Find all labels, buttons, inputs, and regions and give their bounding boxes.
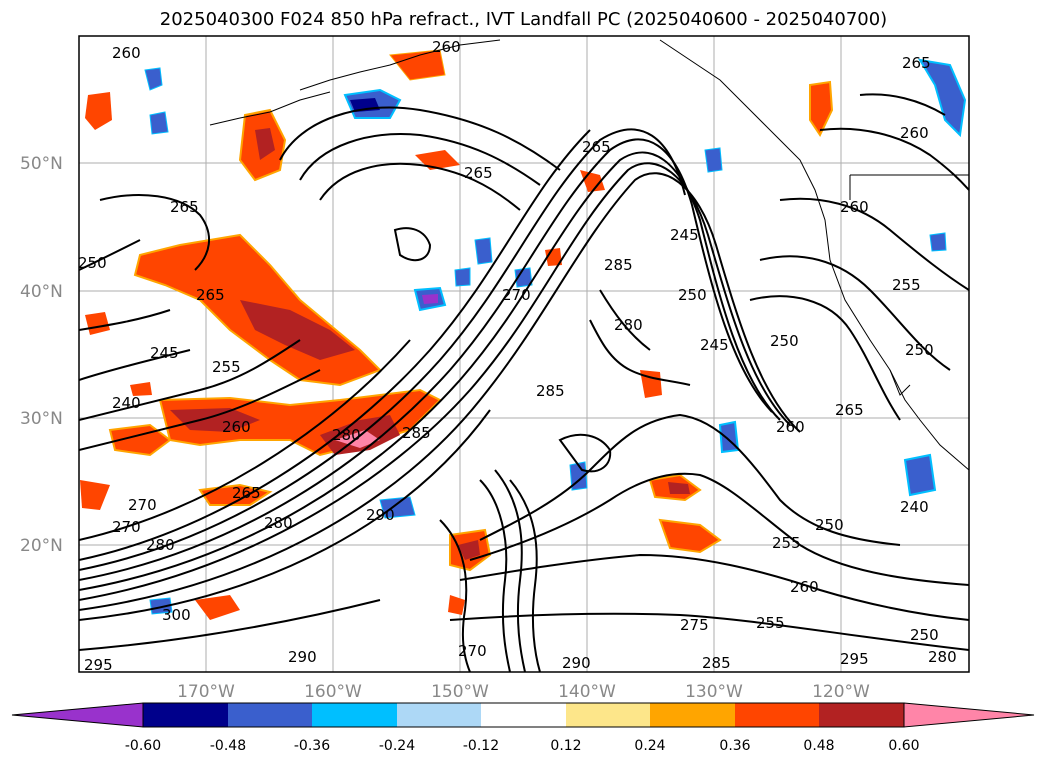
contour-label: 245 (670, 226, 699, 244)
contour-label: 260 (776, 418, 805, 436)
contour-label: 290 (366, 506, 395, 524)
contour-label: 260 (432, 38, 461, 56)
longitude-label: 140°W (558, 682, 616, 702)
contour-label: 290 (288, 648, 317, 666)
contour-label: 265 (582, 138, 611, 156)
contour-label: 285 (402, 424, 431, 442)
contour-label: 250 (910, 626, 939, 644)
contour-label: 250 (905, 341, 934, 359)
latitude-labels: 50°N 40°N 30°N 20°N (20, 154, 63, 556)
longitude-labels: 170°W 160°W 150°W 140°W 130°W 120°W (177, 682, 870, 702)
latitude-label: 20°N (20, 536, 63, 556)
contour-label: 270 (502, 286, 531, 304)
contour-label: 245 (150, 344, 179, 362)
latitude-label: 50°N (20, 154, 63, 174)
colorbar-tick-label: -0.24 (379, 738, 415, 754)
contour-label: 265 (170, 198, 199, 216)
contour-label: 260 (790, 578, 819, 596)
positive-fill-areas (80, 49, 834, 620)
colorbar-tick-label: 0.36 (719, 738, 750, 754)
colorbar-segment (397, 703, 481, 727)
contour-label: 250 (770, 332, 799, 350)
colorbar-segment (143, 703, 228, 727)
map-title: 2025040300 F024 850 hPa refract., IVT La… (159, 9, 888, 30)
colorbar-tick-label: -0.48 (210, 738, 246, 754)
contour-label: 255 (772, 534, 801, 552)
contour-label: 270 (458, 642, 487, 660)
longitude-label: 130°W (685, 682, 743, 702)
colorbar-tick-label: -0.60 (125, 738, 161, 754)
contour-label: 290 (562, 654, 591, 672)
contour-label: 285 (536, 382, 565, 400)
contour-label: 295 (84, 656, 113, 674)
colorbar-tick-label: -0.36 (294, 738, 330, 754)
contour-label: 260 (840, 198, 869, 216)
colorbar-extend-min (11, 702, 144, 728)
contour-label: 285 (702, 654, 731, 672)
contour-label: 240 (900, 498, 929, 516)
contour-label: 240 (112, 394, 141, 412)
contour-label: 255 (212, 358, 241, 376)
contour-label: 270 (112, 518, 141, 536)
contour-label: 265 (835, 401, 864, 419)
latitude-label: 30°N (20, 409, 63, 429)
longitude-label: 120°W (812, 682, 870, 702)
colorbar-tick-label: 0.60 (888, 738, 919, 754)
longitude-label: 160°W (304, 682, 362, 702)
colorbar-tick-label: 0.24 (634, 738, 665, 754)
colorbar-segment (228, 703, 312, 727)
contour-label: 265 (902, 54, 931, 72)
longitude-label: 170°W (177, 682, 235, 702)
colorbar-segment (819, 703, 904, 727)
colorbar-extend-max (903, 702, 1035, 728)
map-panel (79, 36, 969, 672)
contour-label: 250 (678, 286, 707, 304)
contour-label: 275 (680, 616, 709, 634)
contour-label: 265 (196, 286, 225, 304)
negative-fill-areas (144, 58, 967, 615)
colorbar-segment (312, 703, 397, 727)
contour-label: 260 (222, 418, 251, 436)
colorbar-segment (650, 703, 735, 727)
contour-label: 245 (700, 336, 729, 354)
contour-label: 250 (815, 516, 844, 534)
contour-label: 285 (604, 256, 633, 274)
contour-label: 280 (146, 536, 175, 554)
contour-label: 255 (756, 614, 785, 632)
longitude-label: 150°W (431, 682, 489, 702)
colorbar-segment (566, 703, 650, 727)
contour-label: 260 (112, 44, 141, 62)
colorbar-tick-label: 0.12 (550, 738, 581, 754)
contour-label: 260 (900, 124, 929, 142)
colorbar-outline (142, 702, 905, 728)
map-border (78, 35, 970, 673)
colorbar-segment (735, 703, 819, 727)
contour-label: 280 (614, 316, 643, 334)
contour-label: 270 (128, 496, 157, 514)
colorbar: -0.60 -0.48 -0.36 -0.24 -0.12 0.12 0.24 … (11, 702, 1035, 754)
contour-label: 265 (464, 164, 493, 182)
contour-label: 295 (840, 650, 869, 668)
ivt-contours (79, 93, 969, 672)
contour-label: 265 (232, 484, 261, 502)
colorbar-segment (481, 703, 566, 727)
contour-label: 250 (78, 254, 107, 272)
contour-label: 300 (162, 606, 191, 624)
colorbar-tick-label: 0.48 (803, 738, 834, 754)
contour-label: 280 (264, 514, 293, 532)
contour-label: 280 (928, 648, 957, 666)
contour-label: 255 (892, 276, 921, 294)
latitude-label: 40°N (20, 282, 63, 302)
colorbar-tick-label: -0.12 (463, 738, 499, 754)
contour-label-group: 260 260 265 265 250 265 245 255 240 260 … (78, 38, 957, 674)
contour-label: 280 (332, 426, 361, 444)
coastlines (209, 39, 969, 471)
